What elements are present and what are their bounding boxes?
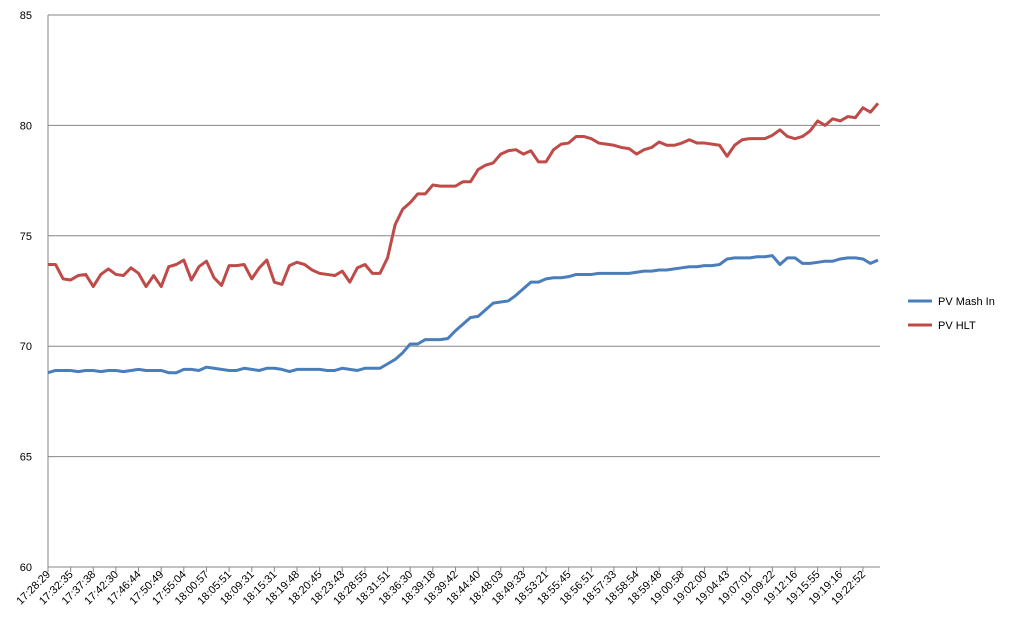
y-tick-label: 80 [20, 120, 32, 132]
y-tick-label: 75 [20, 231, 32, 243]
y-tick-label: 70 [20, 341, 32, 353]
legend-label: PV Mash In [938, 296, 995, 308]
legend-label: PV HLT [938, 320, 976, 332]
y-tick-label: 60 [20, 562, 32, 574]
series-line [48, 102, 880, 289]
y-tick-label: 85 [20, 10, 32, 22]
y-tick-label: 65 [20, 452, 32, 464]
series-line [47, 254, 879, 375]
